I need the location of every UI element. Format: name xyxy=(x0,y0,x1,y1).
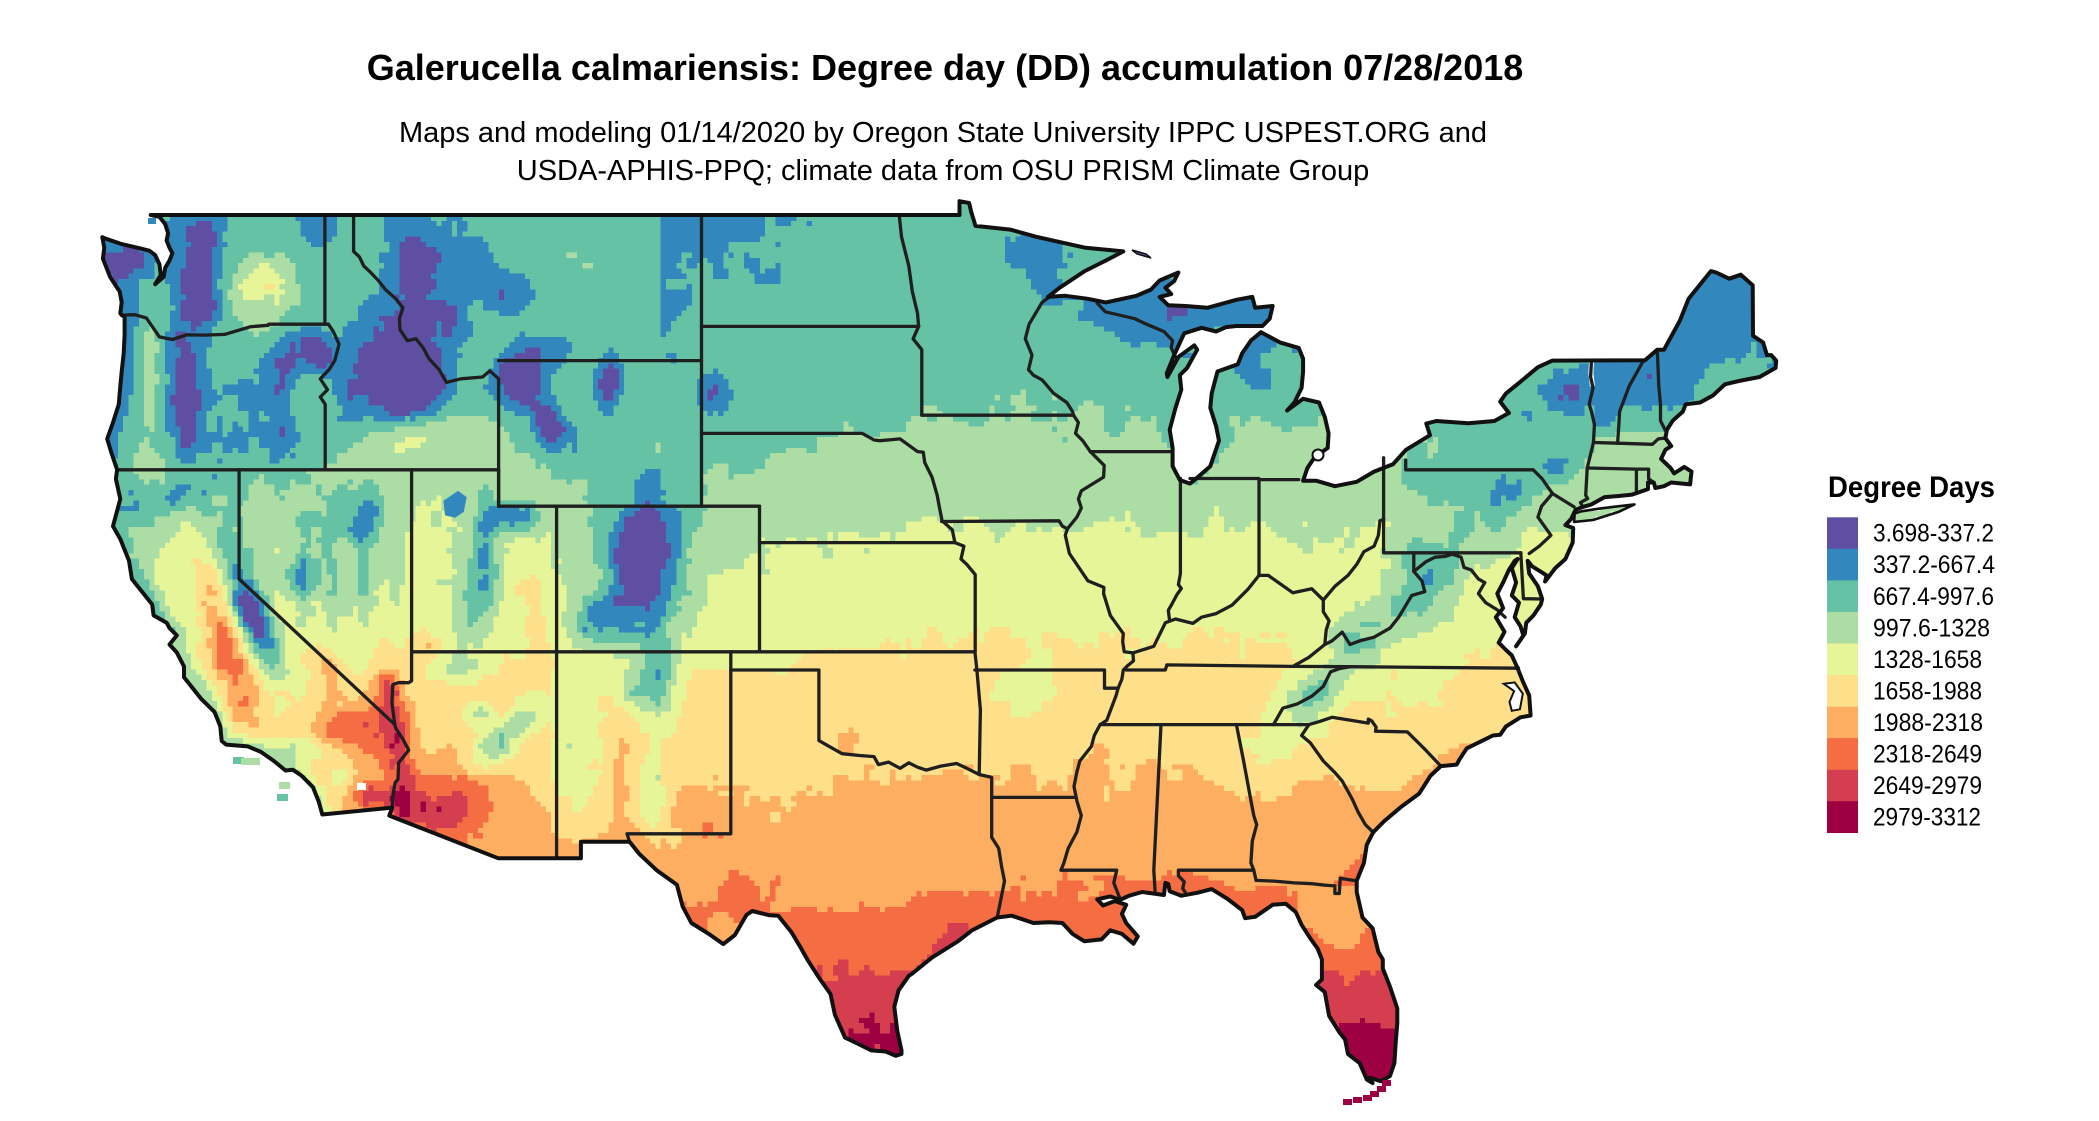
svg-text:997.6-1328: 997.6-1328 xyxy=(1873,614,1990,642)
svg-text:2318-2649: 2318-2649 xyxy=(1873,741,1982,769)
svg-text:667.4-997.6: 667.4-997.6 xyxy=(1873,583,1994,611)
svg-text:2979-3312: 2979-3312 xyxy=(1873,804,1981,832)
svg-text:Degree Days: Degree Days xyxy=(1828,471,1995,504)
svg-text:2649-2979: 2649-2979 xyxy=(1873,772,1982,800)
svg-text:USDA-APHIS-PPQ; climate data f: USDA-APHIS-PPQ; climate data from OSU PR… xyxy=(517,155,1370,187)
svg-text:1658-1988: 1658-1988 xyxy=(1873,677,1982,705)
svg-text:3.698-337.2: 3.698-337.2 xyxy=(1873,520,1994,548)
svg-text:Galerucella calmariensis: Degr: Galerucella calmariensis: Degree day (DD… xyxy=(367,47,1524,88)
svg-text:1988-2318: 1988-2318 xyxy=(1873,709,1983,737)
svg-text:Maps and modeling 01/14/2020 b: Maps and modeling 01/14/2020 by Oregon S… xyxy=(399,117,1487,149)
svg-text:1328-1658: 1328-1658 xyxy=(1873,646,1982,674)
svg-text:337.2-667.4: 337.2-667.4 xyxy=(1873,551,1995,579)
